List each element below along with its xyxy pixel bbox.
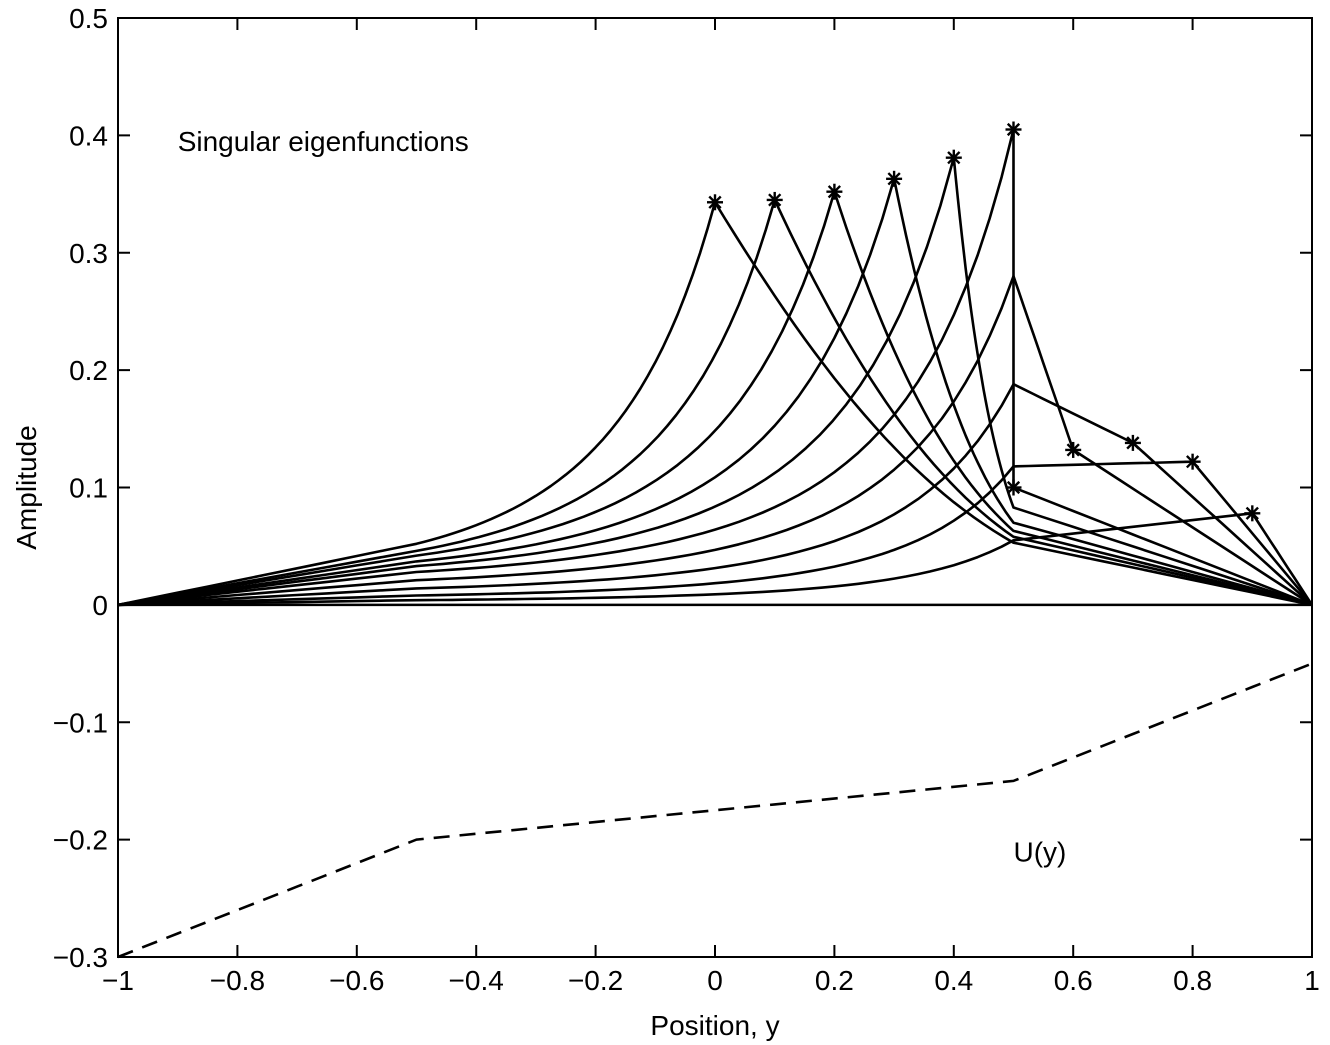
y-tick-label: 0.2	[69, 355, 108, 386]
peak-marker-1	[766, 191, 783, 208]
y-tick-label: 0.1	[69, 473, 108, 504]
peak-markers	[707, 121, 1261, 522]
annotation-u-of-y: U(y)	[1014, 836, 1067, 867]
eigenfunction-curve-0	[117, 201, 1313, 607]
peak-marker-6	[1065, 441, 1082, 458]
y-tick-label: −0.3	[53, 942, 108, 973]
peak-marker-8	[1184, 453, 1201, 470]
peak-marker-2	[826, 183, 843, 200]
eigenfunction-curve-9	[117, 511, 1314, 607]
eigenfunction-curve-3	[117, 177, 1313, 607]
eigenfunction-curve-8	[117, 460, 1313, 607]
annotation-singular-eigenfunctions: Singular eigenfunctions	[178, 126, 469, 157]
eigenfunction-curve-7	[117, 382, 1313, 607]
y-axis-label: Amplitude	[11, 425, 42, 550]
eigenfunction-curve-5	[117, 128, 1313, 607]
eigenfunction-curves	[117, 128, 1314, 607]
peak-marker-4	[945, 149, 962, 166]
peak-marker-5	[1005, 121, 1022, 138]
x-axis-ticks: −1 −0.8 −0.6 −0.4 −0.2 0 0.2 0.4 0.6 0.8 1	[102, 18, 1320, 996]
eigenfunction-curve-2	[117, 190, 1313, 607]
velocity-profile	[117, 662, 1313, 959]
x-tick-label: 0.2	[815, 965, 854, 996]
eigenfunction-curve-6	[117, 274, 1313, 607]
jump-marker	[1005, 479, 1022, 496]
x-tick-label: −0.8	[210, 965, 265, 996]
y-tick-label: −0.2	[53, 825, 108, 856]
x-tick-label: 0.8	[1173, 965, 1212, 996]
x-axis-label: Position, y	[650, 1010, 779, 1041]
x-tick-label: 0	[707, 965, 723, 996]
x-tick-label: −0.4	[449, 965, 504, 996]
peak-marker-0	[707, 194, 723, 211]
x-tick-label: 1	[1304, 965, 1320, 996]
x-tick-label: −1	[102, 965, 134, 996]
x-tick-label: 0.6	[1054, 965, 1093, 996]
y-tick-label: 0	[92, 590, 108, 621]
peak-marker-9	[1244, 505, 1261, 522]
eigenfunction-curve-1	[117, 198, 1313, 607]
peak-marker-7	[1124, 434, 1141, 451]
u-profile-line-0	[117, 662, 1313, 959]
x-tick-label: −0.6	[329, 965, 384, 996]
y-tick-label: −0.1	[53, 707, 108, 738]
y-tick-label: 0.5	[69, 3, 108, 34]
y-tick-label: 0.4	[69, 120, 108, 151]
peak-marker-3	[886, 170, 903, 187]
x-tick-label: 0.4	[934, 965, 973, 996]
y-axis-ticks: −0.3 −0.2 −0.1 0 0.1 0.2 0.3 0.4 0.5	[53, 3, 1312, 973]
x-tick-label: −0.2	[568, 965, 623, 996]
eigenfunction-curve-4	[117, 156, 1313, 607]
y-tick-label: 0.3	[69, 238, 108, 269]
